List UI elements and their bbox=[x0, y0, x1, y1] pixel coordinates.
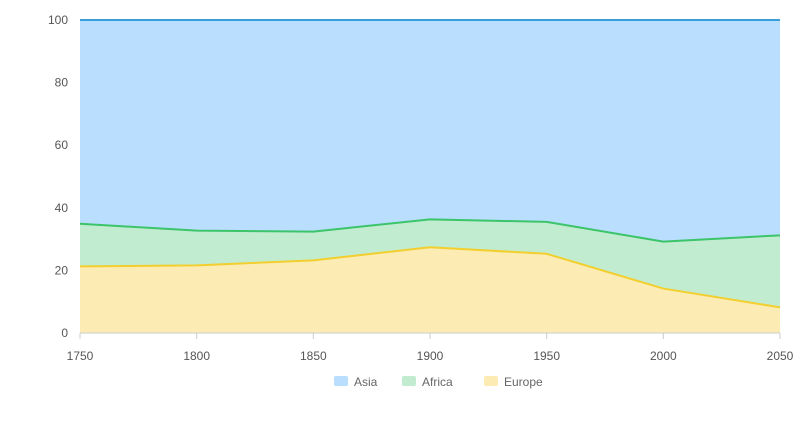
y-tick-label: 80 bbox=[55, 76, 69, 90]
area-asia bbox=[80, 20, 780, 242]
legend-item-europe[interactable]: Europe bbox=[484, 375, 543, 389]
y-tick-label: 0 bbox=[61, 326, 68, 340]
line-europe bbox=[79, 246, 781, 309]
y-tick-label: 100 bbox=[48, 13, 68, 27]
x-tick-label: 1950 bbox=[533, 349, 560, 363]
line-africa bbox=[79, 218, 781, 243]
y-tick-label: 40 bbox=[55, 201, 69, 215]
area-africa bbox=[80, 219, 780, 308]
x-tick-label: 2050 bbox=[767, 349, 794, 363]
axis-layer: 0 20 40 60 80 100 1750 1800 1850 1900 1950 2000 2050 bbox=[48, 13, 794, 363]
legend[interactable]: Asia Africa Europe bbox=[334, 375, 543, 389]
legend-label: Europe bbox=[504, 375, 543, 389]
legend-item-africa[interactable]: Africa bbox=[402, 375, 453, 389]
area-layer bbox=[79, 19, 781, 333]
y-tick-label: 20 bbox=[55, 263, 69, 277]
legend-swatch bbox=[402, 376, 416, 386]
x-tick-label: 1750 bbox=[67, 349, 94, 363]
legend-label: Asia bbox=[354, 375, 378, 389]
x-tick-label: 2000 bbox=[650, 349, 677, 363]
legend-swatch bbox=[334, 376, 348, 386]
legend-swatch bbox=[484, 376, 498, 386]
y-tick-label: 60 bbox=[55, 138, 69, 152]
legend-item-asia[interactable]: Asia bbox=[334, 375, 378, 389]
area-europe bbox=[80, 247, 780, 333]
legend-label: Africa bbox=[422, 375, 453, 389]
x-tick-label: 1850 bbox=[300, 349, 327, 363]
x-tick-label: 1800 bbox=[183, 349, 210, 363]
x-tick-label: 1900 bbox=[417, 349, 444, 363]
